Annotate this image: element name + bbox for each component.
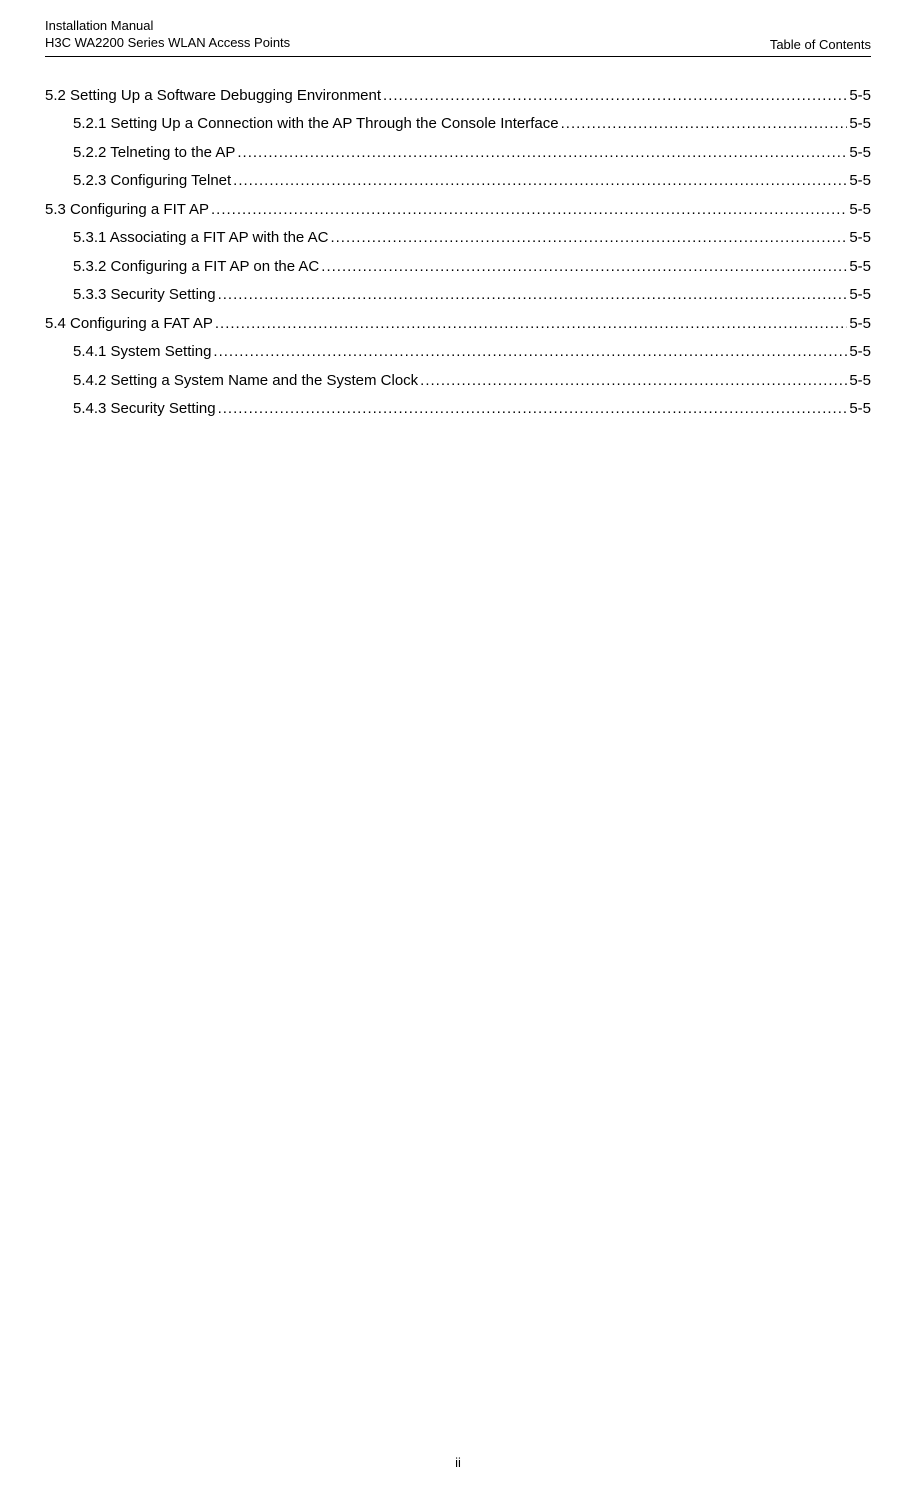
page-number: ii <box>455 1455 461 1470</box>
toc-entry[interactable]: 5.2 Setting Up a Software Debugging Envi… <box>45 82 871 111</box>
toc-title: 5.3.2 Configuring a FIT AP on the AC <box>73 253 319 282</box>
toc-entry[interactable]: 5.4.3 Security Setting 5-5 <box>45 395 871 424</box>
toc-entry[interactable]: 5.3.2 Configuring a FIT AP on the AC 5-5 <box>45 253 871 282</box>
toc-content: 5.2 Setting Up a Software Debugging Envi… <box>0 57 916 424</box>
toc-dots <box>383 82 847 111</box>
toc-title: 5.3 Configuring a FIT AP <box>45 196 209 225</box>
toc-dots <box>211 196 847 225</box>
toc-title: 5.2.3 Configuring Telnet <box>73 167 231 196</box>
toc-page: 5-5 <box>849 139 871 168</box>
toc-dots <box>561 110 848 139</box>
toc-page: 5-5 <box>849 338 871 367</box>
toc-dots <box>233 167 847 196</box>
toc-dots <box>218 395 848 424</box>
toc-title: 5.4.3 Security Setting <box>73 395 216 424</box>
toc-title: 5.4.1 System Setting <box>73 338 211 367</box>
toc-page: 5-5 <box>849 167 871 196</box>
page-footer: ii <box>0 1455 916 1470</box>
toc-entry[interactable]: 5.4.1 System Setting 5-5 <box>45 338 871 367</box>
toc-dots <box>237 139 847 168</box>
header-title-line2: H3C WA2200 Series WLAN Access Points <box>45 35 290 52</box>
toc-entry[interactable]: 5.4 Configuring a FAT AP 5-5 <box>45 310 871 339</box>
header-left: Installation Manual H3C WA2200 Series WL… <box>45 18 290 52</box>
toc-entry[interactable]: 5.3 Configuring a FIT AP 5-5 <box>45 196 871 225</box>
toc-title: 5.2.1 Setting Up a Connection with the A… <box>73 110 559 139</box>
toc-page: 5-5 <box>849 196 871 225</box>
toc-page: 5-5 <box>849 224 871 253</box>
toc-dots <box>420 367 847 396</box>
toc-title: 5.4.2 Setting a System Name and the Syst… <box>73 367 418 396</box>
toc-page: 5-5 <box>849 110 871 139</box>
toc-entry[interactable]: 5.4.2 Setting a System Name and the Syst… <box>45 367 871 396</box>
toc-page: 5-5 <box>849 253 871 282</box>
toc-page: 5-5 <box>849 395 871 424</box>
toc-page: 5-5 <box>849 82 871 111</box>
toc-dots <box>218 281 848 310</box>
toc-entry[interactable]: 5.2.2 Telneting to the AP 5-5 <box>45 139 871 168</box>
toc-entry[interactable]: 5.3.3 Security Setting 5-5 <box>45 281 871 310</box>
header-title-line1: Installation Manual <box>45 18 290 35</box>
toc-title: 5.3.1 Associating a FIT AP with the AC <box>73 224 328 253</box>
toc-title: 5.2 Setting Up a Software Debugging Envi… <box>45 82 381 111</box>
toc-entry[interactable]: 5.3.1 Associating a FIT AP with the AC 5… <box>45 224 871 253</box>
toc-title: 5.4 Configuring a FAT AP <box>45 310 213 339</box>
toc-entry[interactable]: 5.2.1 Setting Up a Connection with the A… <box>45 110 871 139</box>
toc-dots <box>215 310 847 339</box>
toc-title: 5.3.3 Security Setting <box>73 281 216 310</box>
toc-dots <box>213 338 847 367</box>
page-header: Installation Manual H3C WA2200 Series WL… <box>45 0 871 57</box>
toc-title: 5.2.2 Telneting to the AP <box>73 139 235 168</box>
toc-page: 5-5 <box>849 281 871 310</box>
header-right: Table of Contents <box>770 37 871 52</box>
toc-page: 5-5 <box>849 310 871 339</box>
toc-entry[interactable]: 5.2.3 Configuring Telnet 5-5 <box>45 167 871 196</box>
toc-page: 5-5 <box>849 367 871 396</box>
toc-dots <box>321 253 847 282</box>
toc-dots <box>330 224 847 253</box>
